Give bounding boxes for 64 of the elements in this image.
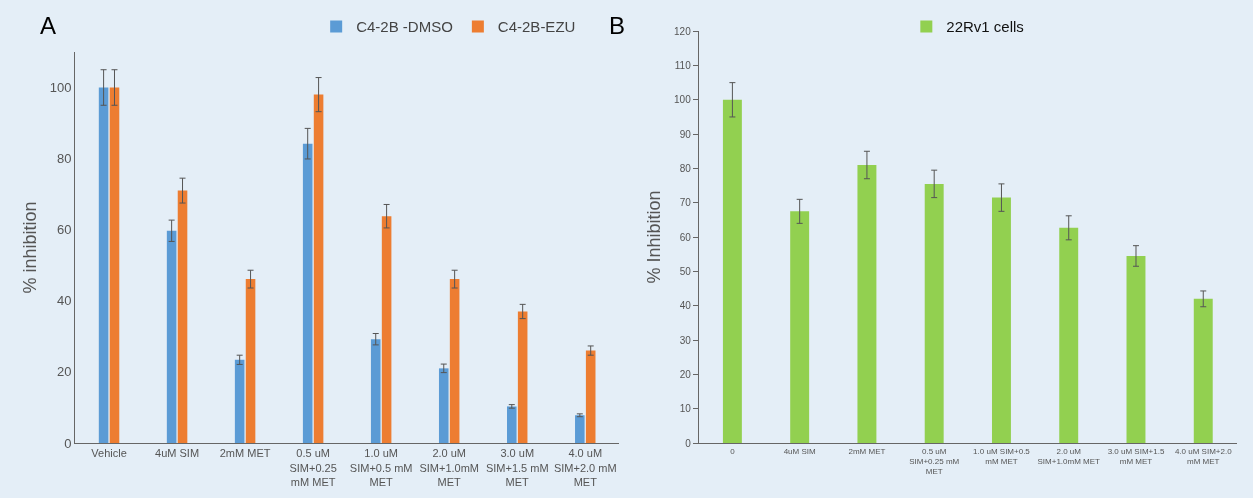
y-tick-label: 60 xyxy=(679,231,692,243)
y-tick-label: 10 xyxy=(679,403,692,415)
bar xyxy=(177,190,188,443)
y-tick-label: 50 xyxy=(679,265,692,277)
bar xyxy=(507,406,517,443)
y-tick-label: 80 xyxy=(679,162,692,174)
x-tick-label: 1.0 uM SIM+0.5 mM MET xyxy=(973,446,1031,466)
bar xyxy=(166,230,177,443)
x-tick-label: Vehicle xyxy=(91,447,127,460)
legend-label: 22Rv1 cells xyxy=(946,18,1024,36)
bar xyxy=(438,368,449,443)
y-tick-label: 100 xyxy=(49,80,72,96)
bar xyxy=(98,87,109,443)
x-tick-label: 0.5 uM SIM+0.25 mM MET xyxy=(909,446,960,477)
x-tick-label: 2mM MET xyxy=(219,447,271,460)
legend-label: C4-2B -DMSO xyxy=(356,18,453,36)
y-tick-label: 120 xyxy=(674,25,692,37)
y-tick-label: 90 xyxy=(679,128,692,140)
x-tick-label: 4.0 uM SIM+2.0 mM MET xyxy=(1174,446,1233,466)
x-tick-label: 4uM SIM xyxy=(155,447,200,460)
x-tick-label: 4uM SIM xyxy=(783,446,816,456)
bar xyxy=(245,279,256,443)
y-tick-label: 60 xyxy=(56,222,72,238)
bar xyxy=(1193,298,1213,443)
x-tick-label: 4.0 uM SIM+2.0 mM MET xyxy=(553,447,617,488)
bar xyxy=(924,183,944,443)
y-tick-label: 40 xyxy=(679,300,692,312)
y-tick-label: 80 xyxy=(56,151,72,167)
text: A xyxy=(40,12,57,39)
bar xyxy=(585,350,596,443)
bar xyxy=(575,415,585,443)
y-axis-title: % inhibition xyxy=(19,201,40,294)
y-tick-label: 40 xyxy=(56,293,72,309)
x-tick-label: 3.0 uM SIM+1.5 mM MET xyxy=(485,447,549,488)
bar xyxy=(722,99,742,443)
bar xyxy=(991,197,1011,443)
x-tick-label: 0.5 uM SIM+0.25 mM MET xyxy=(289,447,337,488)
bar xyxy=(302,143,313,443)
y-tick-label: 70 xyxy=(679,197,692,209)
x-tick-label: 0 xyxy=(730,446,736,456)
bar xyxy=(370,339,381,443)
y-tick-label: 30 xyxy=(679,334,692,346)
bar xyxy=(381,216,392,443)
y-axis-title: % Inhibition xyxy=(644,190,665,284)
bar xyxy=(1126,255,1146,443)
y-tick-label: 20 xyxy=(679,368,692,380)
bar xyxy=(234,359,245,443)
bar xyxy=(1059,227,1079,443)
bar xyxy=(313,94,324,443)
y-tick-label: 20 xyxy=(56,364,72,380)
x-tick-label: 2mM MET xyxy=(848,446,886,456)
bar xyxy=(109,87,120,443)
x-tick-label: 1.0 uM SIM+0.5 mM MET xyxy=(349,447,413,488)
y-tick-label: 100 xyxy=(674,94,692,106)
bar xyxy=(517,311,528,443)
x-tick-label: 2.0 uM SIM+1.0mM MET xyxy=(419,447,479,488)
y-tick-label: 110 xyxy=(674,59,692,71)
legend-label: C4-2B-EZU xyxy=(497,18,576,36)
x-tick-label: 3.0 uM SIM+1.5 mM MET xyxy=(1107,446,1165,466)
text: B xyxy=(609,12,626,39)
bar xyxy=(857,165,877,443)
bar xyxy=(449,279,460,443)
x-tick-label: 2.0 uM SIM+1.0mM MET xyxy=(1037,446,1101,466)
bar xyxy=(790,211,810,443)
